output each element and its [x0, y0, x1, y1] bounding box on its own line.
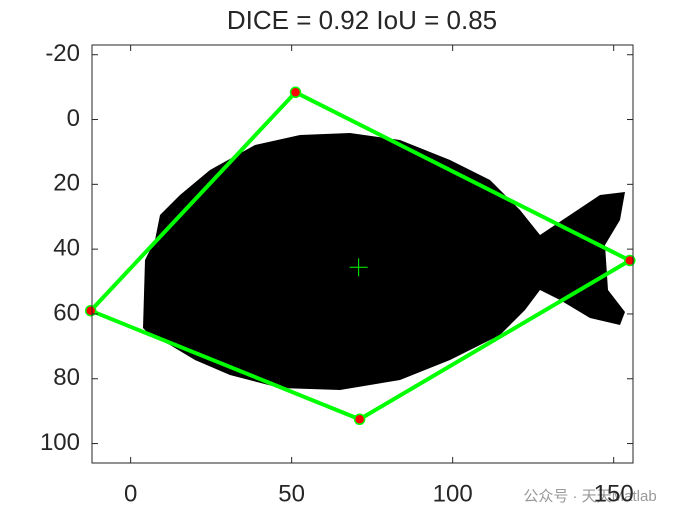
centroid-marker — [349, 258, 368, 277]
chart-title: DICE = 0.92 IoU = 0.85 — [227, 5, 497, 35]
vertex-marker — [624, 254, 636, 267]
vertex-marker — [84, 304, 97, 317]
watermark: 公众号 · 天天Matlab — [523, 488, 656, 505]
x-tick-label: 0 — [124, 480, 137, 507]
x-tick-label: 150 — [594, 480, 634, 507]
x-tick-label: 100 — [433, 480, 473, 507]
y-tick-label: 100 — [40, 429, 80, 456]
y-tick-label: 80 — [53, 364, 80, 391]
vertex-marker — [353, 413, 366, 426]
axes-box — [91, 44, 634, 464]
y-tick-label: 0 — [67, 105, 80, 132]
x-tick-label: 50 — [278, 480, 305, 507]
vertex-marker — [289, 86, 302, 99]
y-tick-label: 20 — [53, 170, 80, 197]
y-tick-label: 40 — [53, 234, 80, 261]
y-tick-label: -20 — [45, 40, 80, 67]
y-tick-label: 60 — [53, 299, 80, 326]
